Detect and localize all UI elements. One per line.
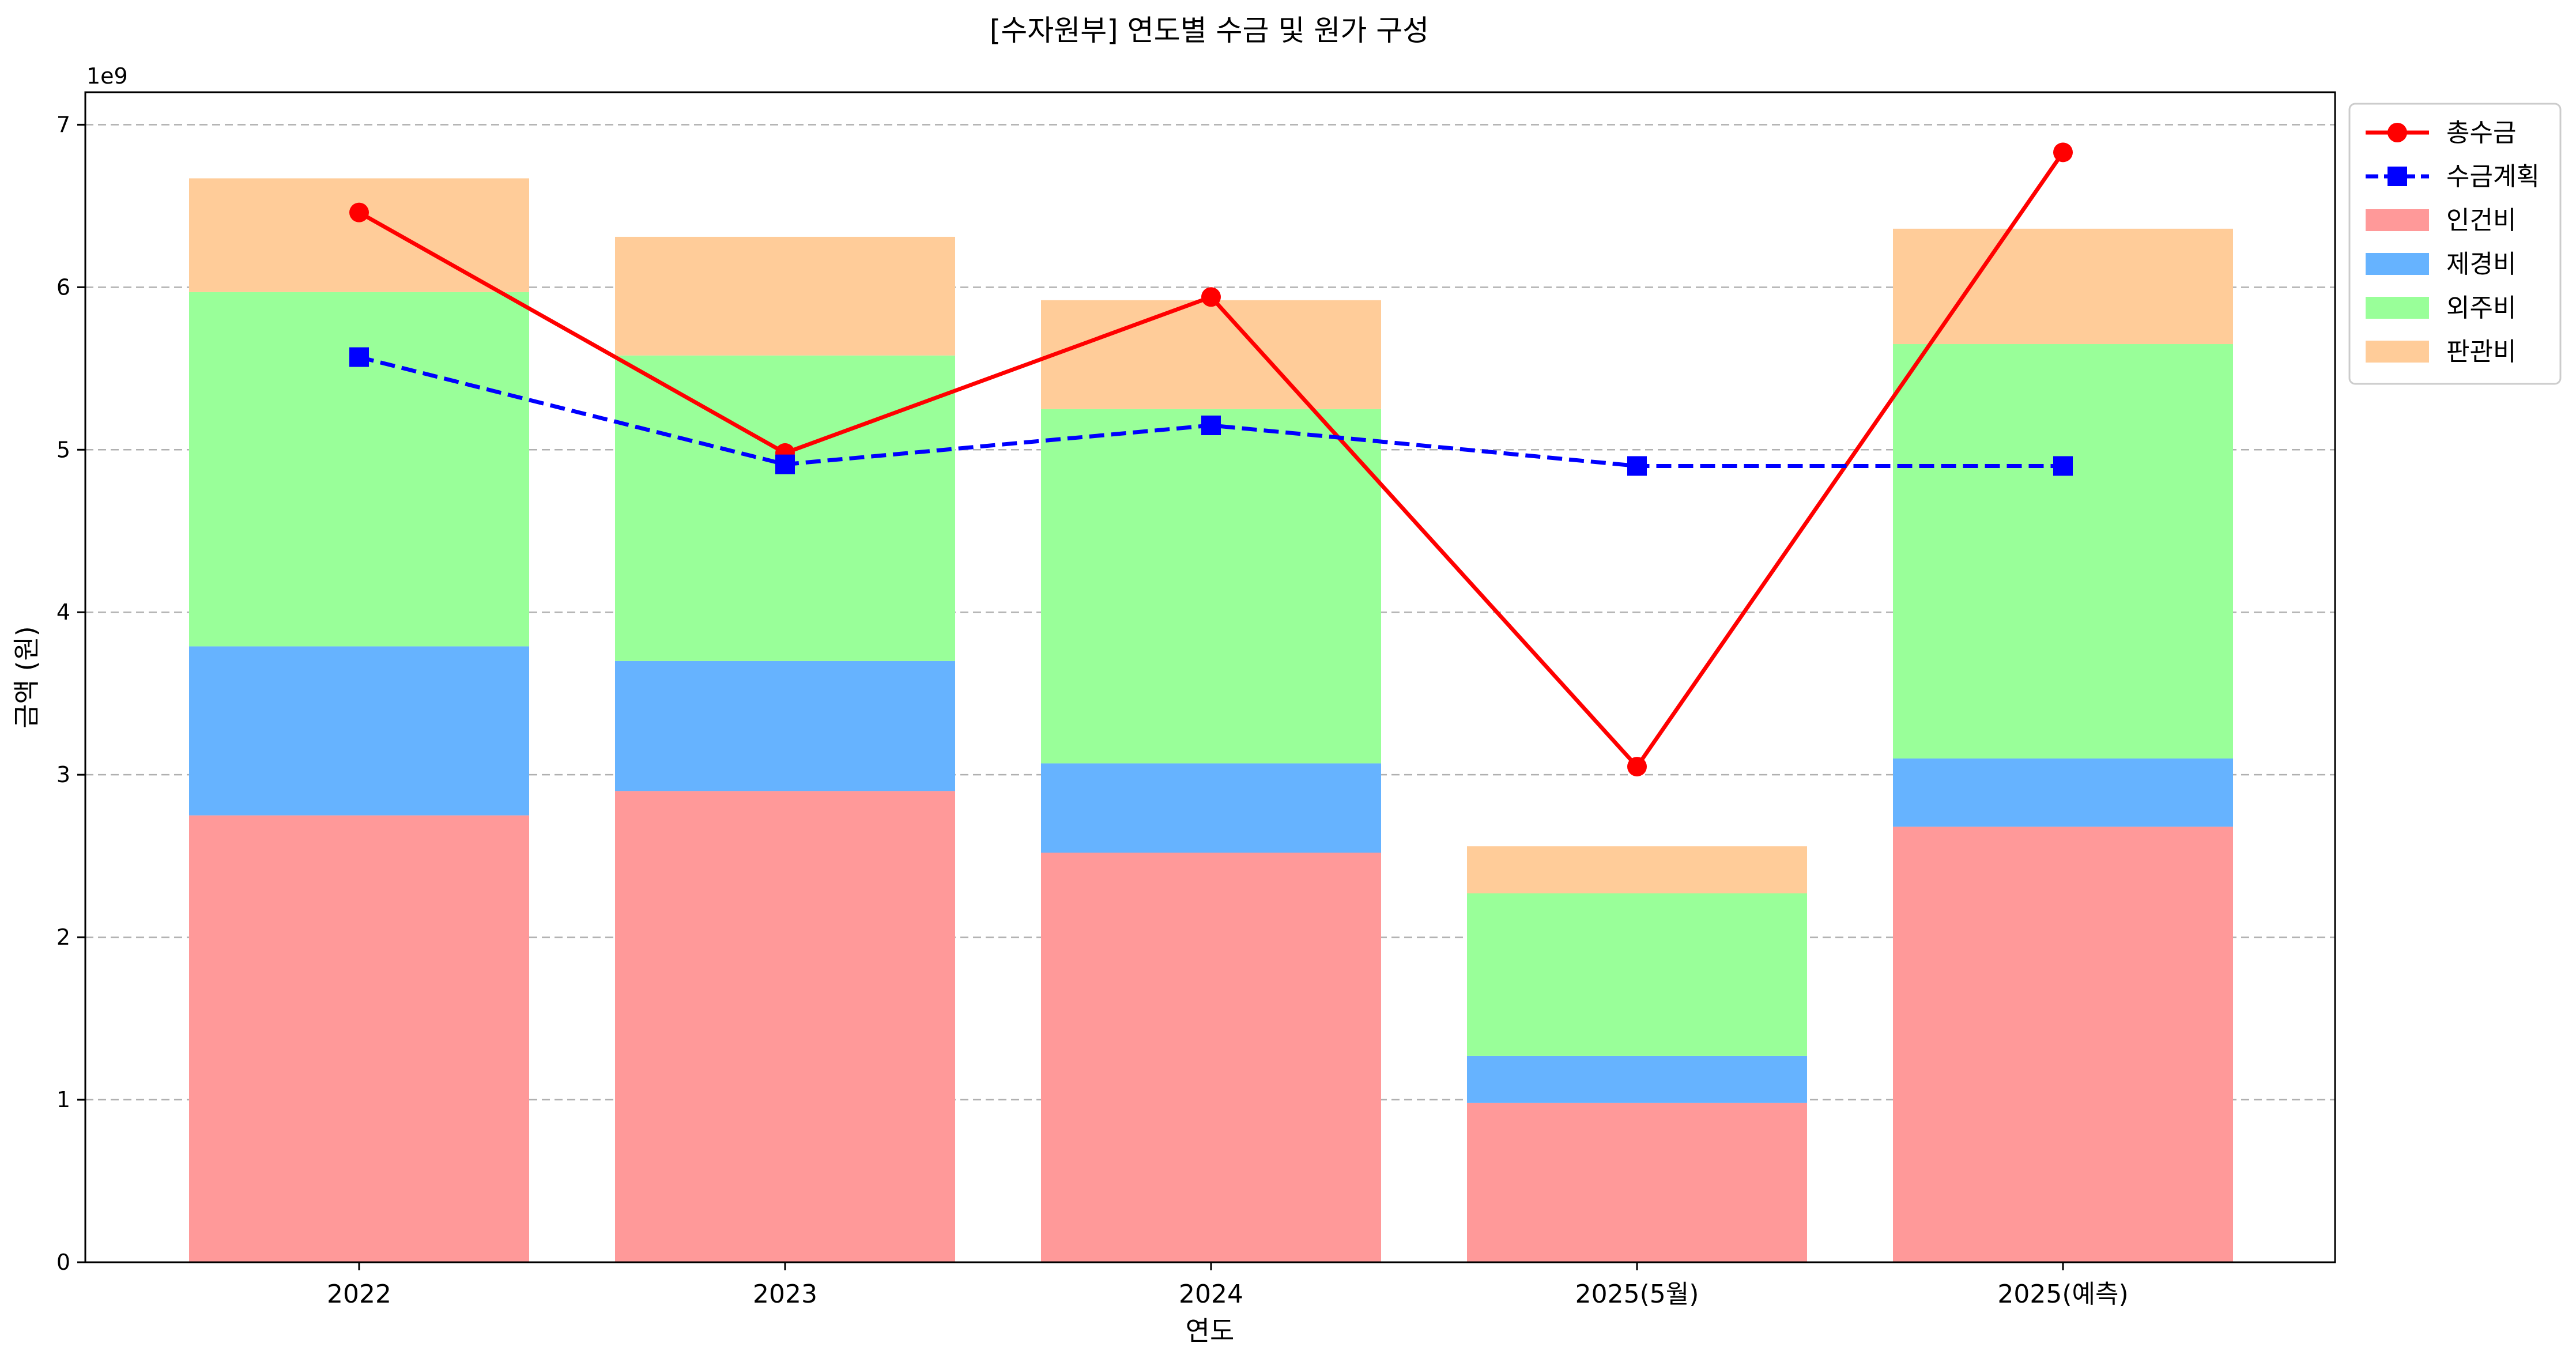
x-tick-label-0: 2022 [327, 1280, 391, 1309]
bar-3-1 [615, 236, 955, 356]
legend-swatch-2 [2366, 209, 2429, 231]
x-tick-label-1: 2023 [753, 1280, 817, 1309]
chart-title: [수자원부] 연도별 수금 및 원가 구성 [990, 14, 1429, 47]
bar-1-4 [1893, 758, 2233, 827]
y-axis: 0 1 2 3 4 5 6 7 [56, 112, 85, 1275]
legend-label-0: 총수금 [2446, 118, 2516, 148]
y-tick-label-5: 5 [56, 437, 70, 462]
y-tick-label-3: 3 [56, 762, 70, 787]
point-0-0 [349, 202, 369, 222]
bar-0-3 [1467, 1103, 1807, 1262]
bar-2-1 [615, 355, 955, 661]
legend-label-5: 판관비 [2446, 337, 2516, 367]
legend-swatch-3 [2366, 253, 2429, 275]
y-offset-label: 1e9 [86, 63, 128, 89]
y-tick-label-7: 7 [56, 112, 70, 137]
bar-3-0 [189, 178, 529, 292]
stacked-bars [189, 178, 2233, 1262]
legend-label-1: 수금계획 [2446, 162, 2540, 191]
bar-0-4 [1893, 827, 2233, 1262]
x-tick-label-4: 2025(예측) [1997, 1280, 2128, 1309]
x-tick-label-2: 2024 [1179, 1280, 1243, 1309]
bar-0-2 [1041, 852, 1381, 1262]
bar-2-2 [1041, 409, 1381, 764]
bar-3-3 [1467, 846, 1807, 893]
y-tick-label-4: 4 [56, 599, 70, 625]
bar-3-2 [1041, 300, 1381, 409]
bar-3-4 [1893, 228, 2233, 345]
legend-marker-1 [2388, 167, 2407, 186]
legend-swatch-4 [2366, 297, 2429, 319]
legend-label-2: 인건비 [2446, 206, 2516, 235]
y-axis-label: 금액 (원) [11, 626, 42, 728]
legend-label-4: 외주비 [2446, 293, 2516, 323]
bar-2-4 [1893, 344, 2233, 759]
bar-1-3 [1467, 1055, 1807, 1103]
legend-swatch-5 [2366, 341, 2429, 363]
x-axis: 2022 2023 2024 2025(5월) 2025(예측) [327, 1262, 2129, 1309]
point-1-0 [349, 347, 369, 367]
y-tick-label-1: 1 [56, 1087, 70, 1112]
y-tick-label-0: 0 [56, 1250, 70, 1275]
point-0-3 [1627, 757, 1647, 777]
y-tick-label-2: 2 [56, 924, 70, 950]
point-1-1 [775, 454, 795, 474]
x-axis-label: 연도 [1186, 1315, 1235, 1346]
bar-1-2 [1041, 763, 1381, 853]
point-1-3 [1627, 456, 1647, 476]
legend-marker-0 [2388, 123, 2407, 142]
bar-1-0 [189, 646, 529, 816]
point-0-4 [2053, 142, 2073, 163]
bar-2-3 [1467, 893, 1807, 1056]
bar-1-1 [615, 661, 955, 791]
bar-0-1 [615, 791, 955, 1262]
point-1-2 [1201, 415, 1221, 435]
point-0-2 [1201, 287, 1221, 307]
point-1-4 [2053, 456, 2073, 476]
line-series [349, 142, 2073, 777]
legend-label-3: 제경비 [2446, 250, 2516, 279]
bar-0-0 [189, 815, 529, 1262]
bar-2-0 [189, 292, 529, 647]
y-tick-label-6: 6 [56, 274, 70, 300]
x-tick-label-3: 2025(5월) [1575, 1280, 1699, 1309]
